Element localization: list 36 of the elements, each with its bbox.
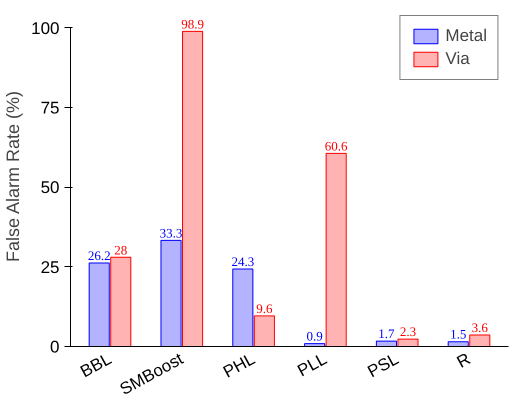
bar bbox=[182, 30, 204, 346]
x-tick-label: BBL bbox=[77, 349, 115, 382]
data-label: 98.9 bbox=[181, 16, 204, 32]
y-axis-title: False Alarm Rate (%) bbox=[3, 90, 24, 262]
data-label: 24.3 bbox=[231, 254, 254, 270]
y-tick-label: 75 bbox=[40, 98, 60, 118]
bar bbox=[448, 341, 469, 346]
x-tick-label: PHL bbox=[220, 349, 258, 382]
y-tick-label: 50 bbox=[40, 178, 60, 198]
data-label: 9.6 bbox=[256, 300, 273, 316]
data-label: 28 bbox=[114, 242, 128, 258]
data-label: 26.2 bbox=[88, 248, 111, 264]
bar bbox=[110, 256, 132, 346]
bar bbox=[397, 338, 419, 346]
x-tick-label: PSL bbox=[364, 349, 402, 382]
legend-label: Metal bbox=[445, 26, 487, 46]
data-label: 3.6 bbox=[472, 320, 488, 336]
bar bbox=[326, 152, 347, 346]
bar bbox=[88, 262, 110, 346]
x-tick-label: R bbox=[454, 349, 474, 372]
bar bbox=[160, 240, 182, 346]
data-label: 1.5 bbox=[450, 326, 466, 342]
bar bbox=[254, 315, 275, 346]
y-tick-label: 25 bbox=[40, 258, 60, 277]
data-label: 1.7 bbox=[378, 326, 396, 342]
data-label: 2.3 bbox=[400, 324, 416, 340]
y-tick-label: 0 bbox=[50, 338, 60, 356]
legend-label: Via bbox=[445, 49, 470, 69]
data-label: 60.6 bbox=[324, 138, 348, 154]
bar bbox=[376, 340, 397, 346]
data-label: 0.9 bbox=[306, 328, 323, 344]
x-tick-label: PLL bbox=[294, 349, 330, 380]
bar bbox=[469, 334, 490, 346]
bar bbox=[232, 268, 254, 346]
y-tick-label: 100 bbox=[31, 18, 60, 38]
data-label: 33.3 bbox=[160, 225, 182, 240]
